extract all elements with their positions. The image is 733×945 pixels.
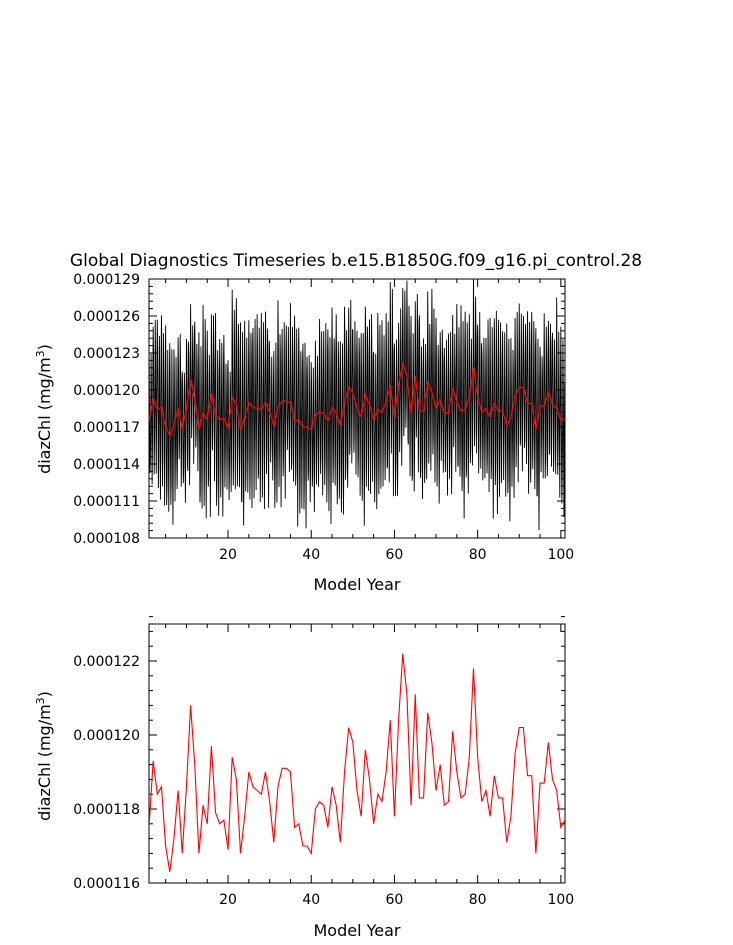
- bottom-x-tick-label: 40: [302, 892, 320, 908]
- top-plot-area: 20 40 60 80 100 0.000108 0.000111 0.000114 0.000…: [73, 272, 574, 563]
- bottom-x-tick-label: 80: [469, 892, 487, 908]
- top-x-tick-label: 20: [219, 547, 237, 563]
- top-y-tick-label: 0.000114: [73, 457, 140, 473]
- top-y-axis-label-close: ): [35, 344, 54, 350]
- top-x-tick-label: 60: [386, 547, 404, 563]
- top-y-tick-label: 0.000117: [73, 420, 140, 436]
- bottom-y-axis-label: diazChl (mg/m3): [34, 691, 54, 821]
- bottom-x-tick-label: 20: [219, 892, 237, 908]
- bottom-plot-area: 20 40 60 80 100 0.000116 0.000118 0.000120 0.000…: [73, 616, 574, 908]
- bottom-y-axis-label-sup: 3: [34, 697, 47, 704]
- bottom-y-axis-label-close: ): [35, 691, 54, 697]
- bottom-y-tick-label: 0.000122: [73, 654, 140, 670]
- top-y-tick-label: 0.000120: [73, 383, 140, 399]
- top-x-axis-label: Model Year: [314, 575, 401, 594]
- top-y-axis-label: diazChl (mg/m3): [34, 344, 54, 474]
- top-monthly-series-line: [149, 279, 565, 531]
- top-x-tick-label: 100: [547, 547, 574, 563]
- bottom-y-tick-label: 0.000118: [73, 802, 140, 818]
- bottom-x-axis-label: Model Year: [314, 921, 401, 940]
- top-y-tick-label: 0.000108: [73, 531, 140, 547]
- bottom-plot-frame: [148, 623, 566, 884]
- bottom-x-tick-label: 60: [386, 892, 404, 908]
- bottom-y-axis-label-main: diazChl (mg/m: [35, 704, 54, 821]
- top-plot-frame: [148, 278, 566, 539]
- bottom-y-tick-label: 0.000120: [73, 728, 140, 744]
- bottom-chart: 20 40 60 80 100 0.000116 0.000118 0.000120 0.000…: [34, 616, 574, 940]
- top-x-tick-label: 40: [302, 547, 320, 563]
- top-y-tick-label: 0.000126: [73, 309, 140, 325]
- top-x-tick-label: 80: [469, 547, 487, 563]
- top-y-axis-label-sup: 3: [34, 350, 47, 357]
- top-y-tick-label: 0.000111: [73, 494, 140, 510]
- bottom-annual-series-line: [149, 653, 565, 872]
- bottom-x-tick-label: 100: [547, 892, 574, 908]
- top-y-axis-label-main: diazChl (mg/m: [35, 357, 54, 474]
- bottom-y-tick-label: 0.000116: [73, 876, 140, 892]
- top-annual-series-line: [149, 362, 565, 438]
- top-y-tick-label: 0.000129: [73, 272, 140, 288]
- chart-title: Global Diagnostics Timeseries b.e15.B185…: [70, 251, 642, 271]
- top-chart: Global Diagnostics Timeseries b.e15.B185…: [34, 251, 642, 594]
- top-y-tick-label: 0.000123: [73, 346, 140, 362]
